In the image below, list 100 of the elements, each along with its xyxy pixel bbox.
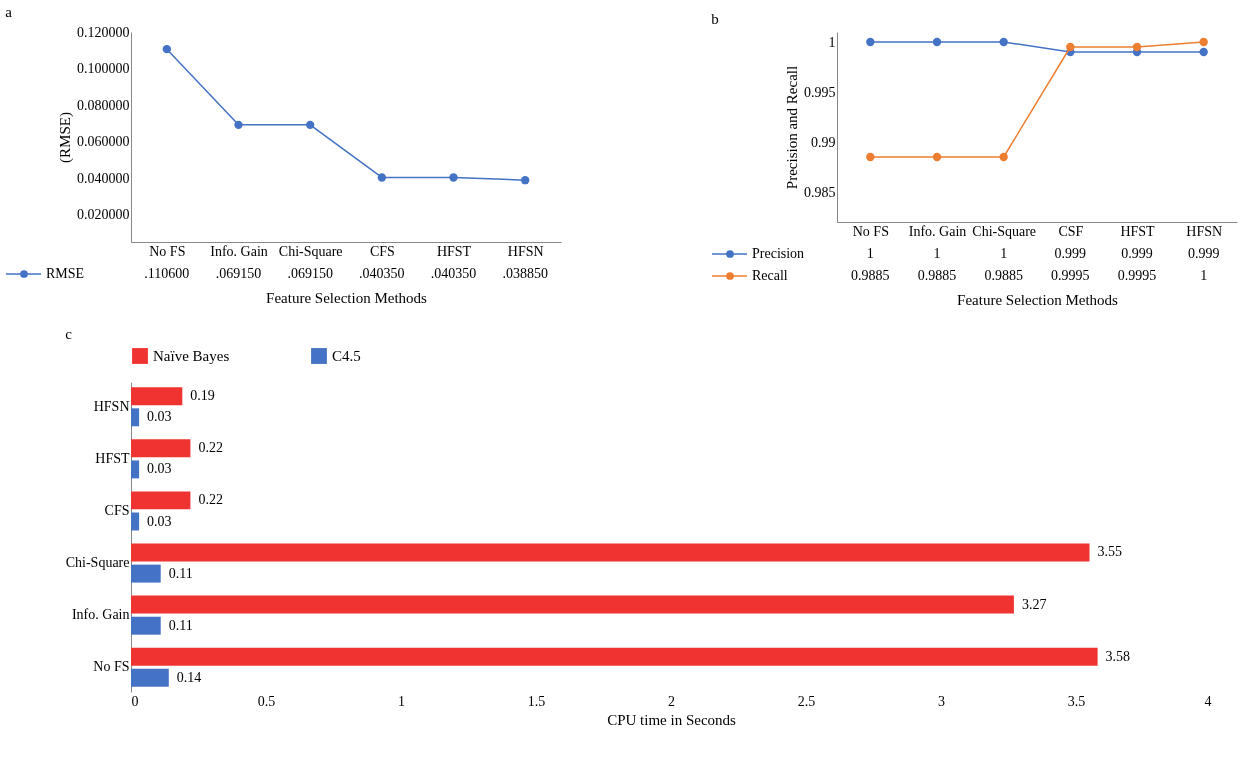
- data-label: .069150: [287, 266, 333, 281]
- point: [234, 120, 243, 130]
- x-tick-label: 0: [131, 693, 139, 709]
- point: [999, 152, 1008, 162]
- data-label: 3.27: [1021, 596, 1047, 612]
- data-label: .038850: [502, 266, 548, 281]
- data-label: .110600: [144, 266, 190, 281]
- data-label: 3.58: [1105, 648, 1131, 664]
- y-tick-label: 0.995: [804, 84, 836, 100]
- x-tick-label: Info. Gain: [210, 243, 268, 259]
- legend-label: Recall: [752, 268, 788, 283]
- point: [1199, 47, 1208, 57]
- y-tick-label: CFS: [104, 502, 130, 518]
- point: [377, 173, 387, 182]
- data-label: 0.9995: [1051, 268, 1090, 283]
- x-tick-label: 2.5: [797, 693, 816, 709]
- bar: [131, 512, 140, 531]
- point: [449, 173, 458, 182]
- x-tick-label: 0.5: [257, 693, 276, 709]
- x-tick-label: 1.5: [527, 693, 546, 709]
- data-label: 0.22: [198, 440, 223, 456]
- point: [866, 152, 875, 162]
- point: [162, 44, 172, 54]
- bar: [131, 543, 1090, 562]
- y-tick-label: 0.985: [804, 184, 836, 200]
- x-tick-label: HFSN: [507, 243, 544, 259]
- data-label: 0.999: [1187, 246, 1220, 261]
- point: [999, 37, 1008, 47]
- point: [932, 37, 942, 47]
- data-label: 0.11: [168, 565, 193, 581]
- data-label: 0.22: [198, 492, 223, 508]
- x-tick-label: Info. Gain: [908, 223, 967, 239]
- data-label: 0.999: [1054, 246, 1087, 261]
- chart-title: c: [65, 326, 73, 342]
- x-axis-title: Feature Selection Methods: [266, 289, 428, 306]
- data-label: 0.19: [190, 388, 215, 404]
- bar: [131, 439, 191, 458]
- data-label: .040350: [359, 266, 405, 281]
- bar: [131, 387, 183, 406]
- point: [866, 37, 875, 47]
- legend-label: C4.5: [332, 348, 361, 364]
- data-label: 0.9885: [984, 268, 1023, 283]
- bar: [131, 460, 140, 479]
- x-tick-label: No FS: [852, 223, 889, 239]
- x-tick-label: 1: [398, 693, 405, 709]
- data-label: .069150: [215, 266, 262, 281]
- data-label: 0.03: [147, 461, 172, 477]
- legend-label: Precision: [752, 246, 805, 261]
- data-label: 0.9995: [1117, 268, 1157, 283]
- y-tick-label: 0.020000: [77, 207, 130, 223]
- point: [305, 120, 315, 130]
- point: [520, 176, 530, 185]
- data-label: 0.14: [176, 669, 202, 685]
- x-tick-label: HFST: [436, 243, 472, 259]
- y-tick-label: 0.060000: [77, 134, 130, 150]
- x-tick-label: 4: [1204, 693, 1212, 709]
- x-tick-label: CSF: [1058, 223, 1084, 239]
- y-tick-label: 0.99: [811, 134, 836, 150]
- x-tick-label: 3.5: [1067, 693, 1086, 709]
- point: [1066, 42, 1075, 52]
- x-tick-label: HFST: [1120, 223, 1156, 239]
- data-label: .040350: [430, 266, 477, 281]
- bar: [131, 564, 161, 583]
- text: b: [711, 11, 719, 27]
- x-tick-label: CFS: [369, 243, 395, 259]
- y-tick-label: 0.120000: [77, 24, 130, 40]
- y-tick-label: 0.040000: [77, 170, 130, 186]
- y-tick-label: No FS: [93, 659, 130, 675]
- text: a: [5, 4, 13, 20]
- bar: [131, 408, 140, 427]
- x-axis-title: Feature Selection Methods: [957, 291, 1119, 308]
- y-tick-label: Chi-Square: [65, 555, 130, 571]
- y-tick-label: 0.100000: [77, 61, 130, 77]
- y-tick-label: HFSN: [93, 398, 130, 414]
- bar: [131, 595, 1014, 614]
- x-tick-label: 3: [938, 693, 945, 709]
- x-tick-label: No FS: [149, 243, 186, 259]
- x-tick-label: Chi-Square: [278, 243, 343, 259]
- data-label: 0.03: [147, 409, 172, 425]
- point: [1132, 42, 1142, 52]
- data-label: 0.9885: [851, 268, 890, 283]
- x-tick-label: 2: [668, 693, 675, 709]
- y-tick-label: 1: [828, 34, 836, 50]
- data-label: 0.999: [1121, 246, 1153, 261]
- bar: [131, 668, 169, 687]
- data-label: 0.03: [147, 513, 172, 529]
- y-tick-label: 0.080000: [77, 97, 130, 113]
- x-tick-label: HFSN: [1186, 223, 1223, 239]
- y-axis-title: Precision and Recall: [784, 65, 800, 190]
- bar: [131, 616, 161, 635]
- x-axis-title: CPU time in Seconds: [607, 711, 737, 728]
- y-tick-label: HFST: [95, 450, 130, 466]
- point: [932, 152, 942, 162]
- y-axis-title: (RMSE): [57, 112, 74, 163]
- bar: [131, 491, 191, 510]
- data-label: 0.9885: [917, 268, 957, 283]
- legend-label: RMSE: [46, 266, 85, 281]
- data-label: 3.55: [1097, 544, 1122, 560]
- legend-label: Naïve Bayes: [153, 348, 230, 364]
- bar: [131, 647, 1098, 666]
